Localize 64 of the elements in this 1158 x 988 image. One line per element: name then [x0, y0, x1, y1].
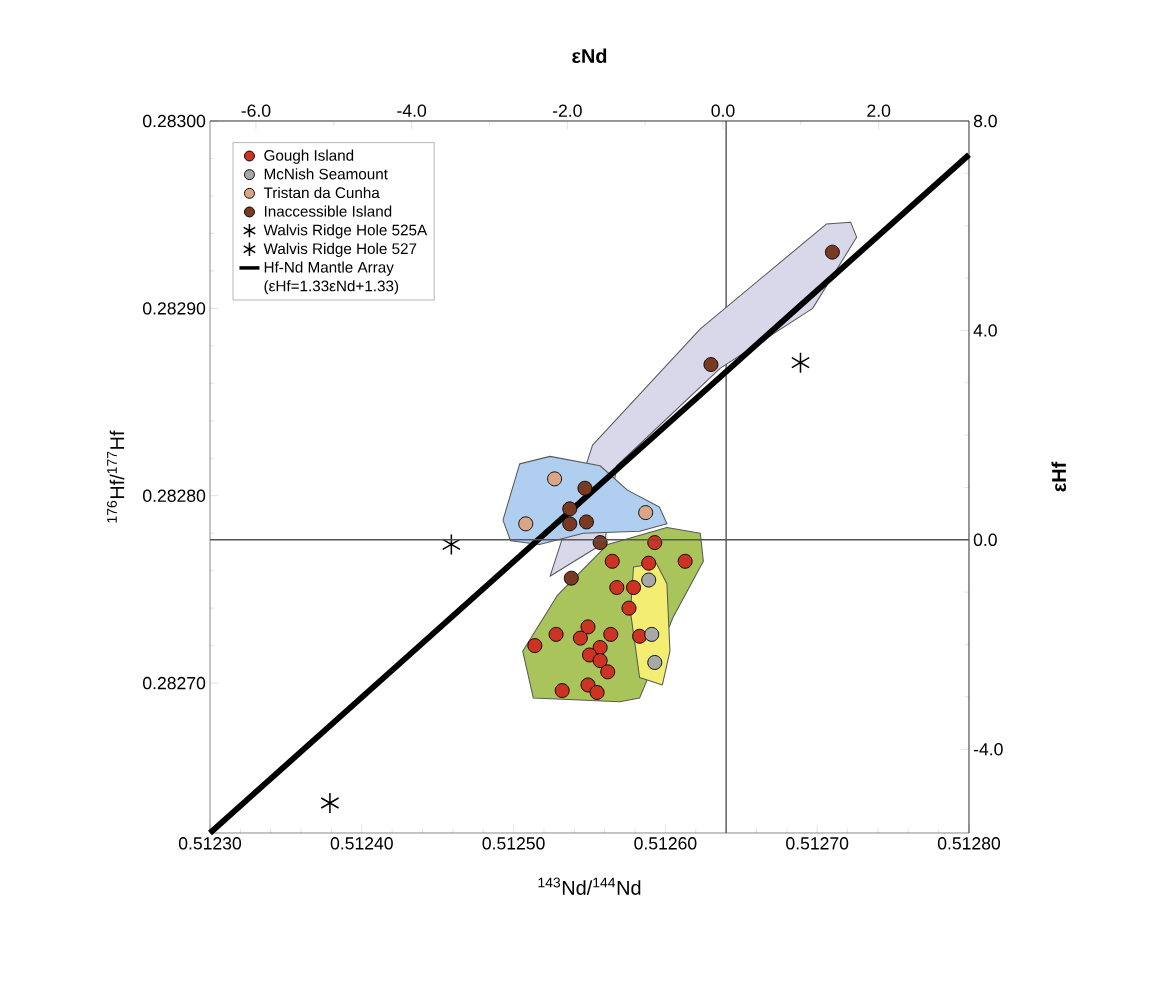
- y-tick-label: 0.28300: [143, 114, 206, 128]
- point: [592, 653, 608, 669]
- point: [554, 683, 570, 699]
- x-tick-label: 0.51270: [786, 837, 849, 850]
- x-tick-label: 0.51240: [330, 837, 393, 850]
- point: [320, 792, 340, 814]
- x2-tick-label: 2.0: [867, 104, 891, 117]
- y-tick-label: 0.28280: [143, 489, 206, 502]
- point: [641, 555, 657, 571]
- point: [644, 626, 660, 642]
- point: [572, 630, 588, 646]
- legend-label: Inaccessible Island: [264, 205, 392, 217]
- point: [577, 480, 593, 496]
- point: [527, 638, 543, 654]
- point: [677, 553, 693, 569]
- legend-label: Walvis Ridge Hole 525A: [263, 224, 428, 239]
- x-tick-label: 0.51280: [937, 837, 1001, 850]
- y2-tick-label: 0.0: [973, 533, 997, 547]
- point: [578, 514, 594, 530]
- x2-tick-label: -2.0: [552, 104, 582, 117]
- x-tick-label: 0.51230: [178, 837, 242, 850]
- x-tick-label: 0.51250: [482, 837, 545, 850]
- y-tick-label: 0.28270: [143, 676, 206, 690]
- point: [441, 533, 461, 556]
- legend-label: McNish Seamount: [264, 168, 388, 180]
- x2-tick-label: 0.0: [711, 104, 735, 117]
- x-axis-title: $^{143}$Nd/$^{144}$Nd: [538, 877, 641, 895]
- x-tick-label: 0.51260: [634, 837, 697, 850]
- y-axis-title: $^{176}$Hf/$^{177}$Hf: [107, 430, 125, 523]
- point: [626, 580, 641, 596]
- y2-tick-label: 8.0: [973, 114, 997, 128]
- point: [638, 505, 654, 521]
- legend-label: Gough Island: [264, 149, 354, 164]
- y2-tick-label: -4.0: [973, 743, 1003, 756]
- annotation: (εHf=1.33εNd+1.33): [264, 280, 399, 295]
- point: [563, 570, 579, 586]
- point: [518, 516, 534, 532]
- point: [548, 626, 564, 642]
- point: [600, 664, 616, 680]
- point: [641, 572, 657, 588]
- legend-label: Walvis Ridge Hole 527: [263, 242, 417, 258]
- point: [647, 655, 663, 670]
- x2-tick-label: -4.0: [397, 104, 427, 117]
- point: [791, 351, 810, 374]
- legend-label: Hf-Nd Mantle Array: [264, 261, 394, 276]
- point: [562, 501, 578, 517]
- point: [604, 553, 620, 569]
- point: [824, 244, 840, 260]
- point: [703, 357, 719, 373]
- point: [562, 516, 578, 532]
- point: [580, 677, 596, 693]
- x2-axis-title: εNd: [572, 48, 607, 64]
- y2-tick-label: 4.0: [973, 324, 997, 337]
- point: [580, 619, 596, 635]
- point: [609, 580, 625, 596]
- y2-axis-title: εHf: [1051, 461, 1067, 492]
- point: [547, 471, 563, 487]
- point: [589, 684, 605, 700]
- x2-tick-label: -6.0: [241, 104, 271, 117]
- point: [592, 640, 608, 655]
- y-tick-label: 0.28290: [143, 302, 206, 315]
- point: [621, 600, 637, 616]
- legend-label: Tristan da Cunha: [263, 186, 380, 199]
- point: [603, 626, 619, 642]
